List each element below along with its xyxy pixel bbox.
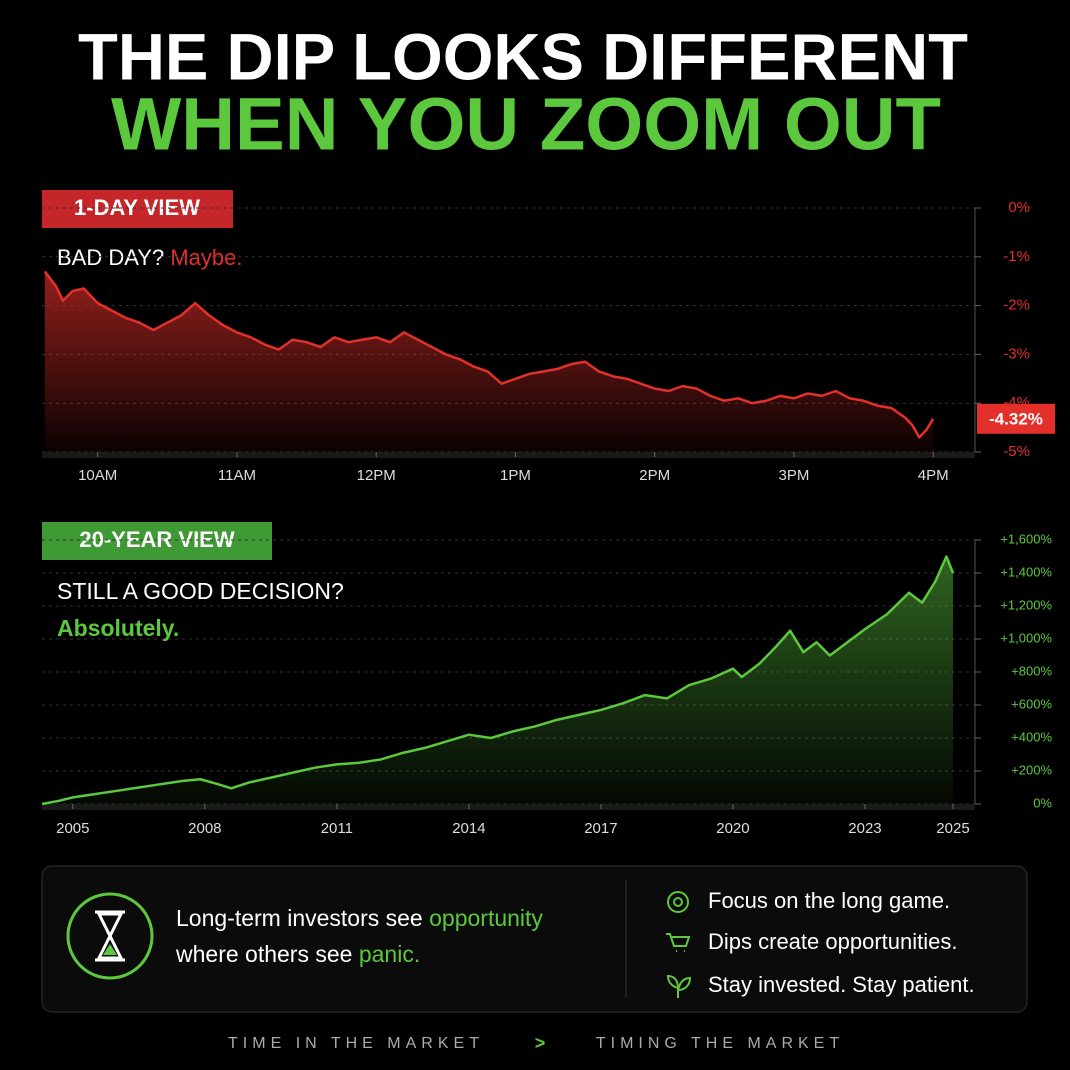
- headline-1: THE DIP LOOKS DIFFERENT: [78, 19, 968, 93]
- footer-right: TIMING THE MARKET: [596, 1035, 844, 1052]
- x-tick-label: 1PM: [500, 467, 531, 484]
- message-highlight: opportunity: [429, 905, 543, 931]
- headline-2: WHEN YOU ZOOM OUT: [111, 83, 941, 166]
- tag-box: [42, 522, 272, 560]
- y-tick-label: -5%: [1003, 443, 1030, 460]
- hourglass-icon: [95, 910, 125, 962]
- x-axis-band: [42, 452, 975, 458]
- y-tick-label: -3%: [1003, 345, 1030, 362]
- bullet: Dips create opportunities.: [708, 929, 957, 954]
- y-tick-label: +1,600%: [1000, 531, 1052, 546]
- y-tick-label: 0%: [1033, 795, 1052, 810]
- y-tick-label: +800%: [1011, 663, 1052, 678]
- chart-title: BAD DAY? Maybe.: [57, 245, 242, 270]
- area-fill: [44, 271, 934, 452]
- area-fill: [42, 556, 953, 804]
- y-tick-label: +200%: [1011, 762, 1052, 777]
- plant-icon: [666, 974, 692, 998]
- x-tick-label: 2017: [584, 820, 617, 837]
- target-icon: [673, 897, 683, 907]
- panel: [41, 865, 1028, 1013]
- x-tick-label: 2PM: [639, 467, 670, 484]
- subtitle: Maybe.: [170, 245, 242, 270]
- cart-icon: [666, 933, 691, 952]
- x-axis-band: [42, 804, 975, 810]
- x-tick-label: 12PM: [357, 467, 396, 484]
- x-tick-label: 2025: [936, 820, 969, 837]
- y-tick-label: +1,400%: [1000, 564, 1052, 579]
- title: BAD DAY?: [57, 245, 164, 270]
- message-line: Long-term investors see opportunity: [176, 905, 543, 931]
- x-tick-label: 3PM: [779, 467, 810, 484]
- annotation: -4.32%: [989, 409, 1043, 428]
- message: where others see: [175, 941, 359, 967]
- x-tick-label: 2020: [716, 820, 749, 837]
- tag: 1-DAY VIEW: [74, 195, 200, 220]
- line: [41, 555, 955, 806]
- message: Long-term investors see: [176, 905, 429, 931]
- x-tick-label: 2005: [56, 820, 89, 837]
- tag: 20-YEAR VIEW: [79, 527, 234, 552]
- y-tick-label: 0%: [1008, 199, 1030, 216]
- x-tick-label: 4PM: [918, 467, 949, 484]
- target-icon: [667, 891, 689, 913]
- bullet-icons: [666, 891, 692, 998]
- bullet: Focus on the long game.: [708, 888, 950, 913]
- y-tick-label: +600%: [1011, 696, 1052, 711]
- x-tick-label: 2014: [452, 820, 485, 837]
- y-tick-label: -2%: [1003, 297, 1030, 314]
- footer-left: TIME IN THE MARKET: [228, 1035, 484, 1052]
- charts: 0%-1%-2%-3%-4%-5%10AM 11AM 12PM 1PM 2PM 3PM 4P…: [41, 199, 1055, 837]
- footer-separator: >: [535, 1033, 546, 1053]
- tag-box: [42, 190, 233, 228]
- chart-title: STILL A GOOD DECISION?: [57, 578, 344, 604]
- message-highlight: panic.: [359, 941, 420, 967]
- annotation-box: [977, 403, 1055, 434]
- y-tick-label: -1%: [1003, 248, 1030, 265]
- x-tick-label: 10AM: [78, 467, 117, 484]
- message-line: where others see panic.: [175, 941, 420, 967]
- x-tick-label: 2011: [321, 820, 353, 837]
- y-tick-label: +1,200%: [1000, 597, 1052, 612]
- line: [43, 270, 935, 439]
- y-tick-label: +400%: [1011, 729, 1052, 744]
- subtitle: Absolutely.: [57, 615, 179, 641]
- x-tick-label: 11AM: [218, 467, 256, 484]
- icon-ring: [66, 892, 154, 980]
- hourglass-sand: [103, 944, 117, 955]
- y-tick-label: +1,000%: [1000, 630, 1052, 645]
- bullet: Stay invested. Stay patient.: [708, 972, 975, 997]
- x-tick-label: 2023: [848, 820, 881, 837]
- x-tick-label: 2008: [188, 820, 221, 837]
